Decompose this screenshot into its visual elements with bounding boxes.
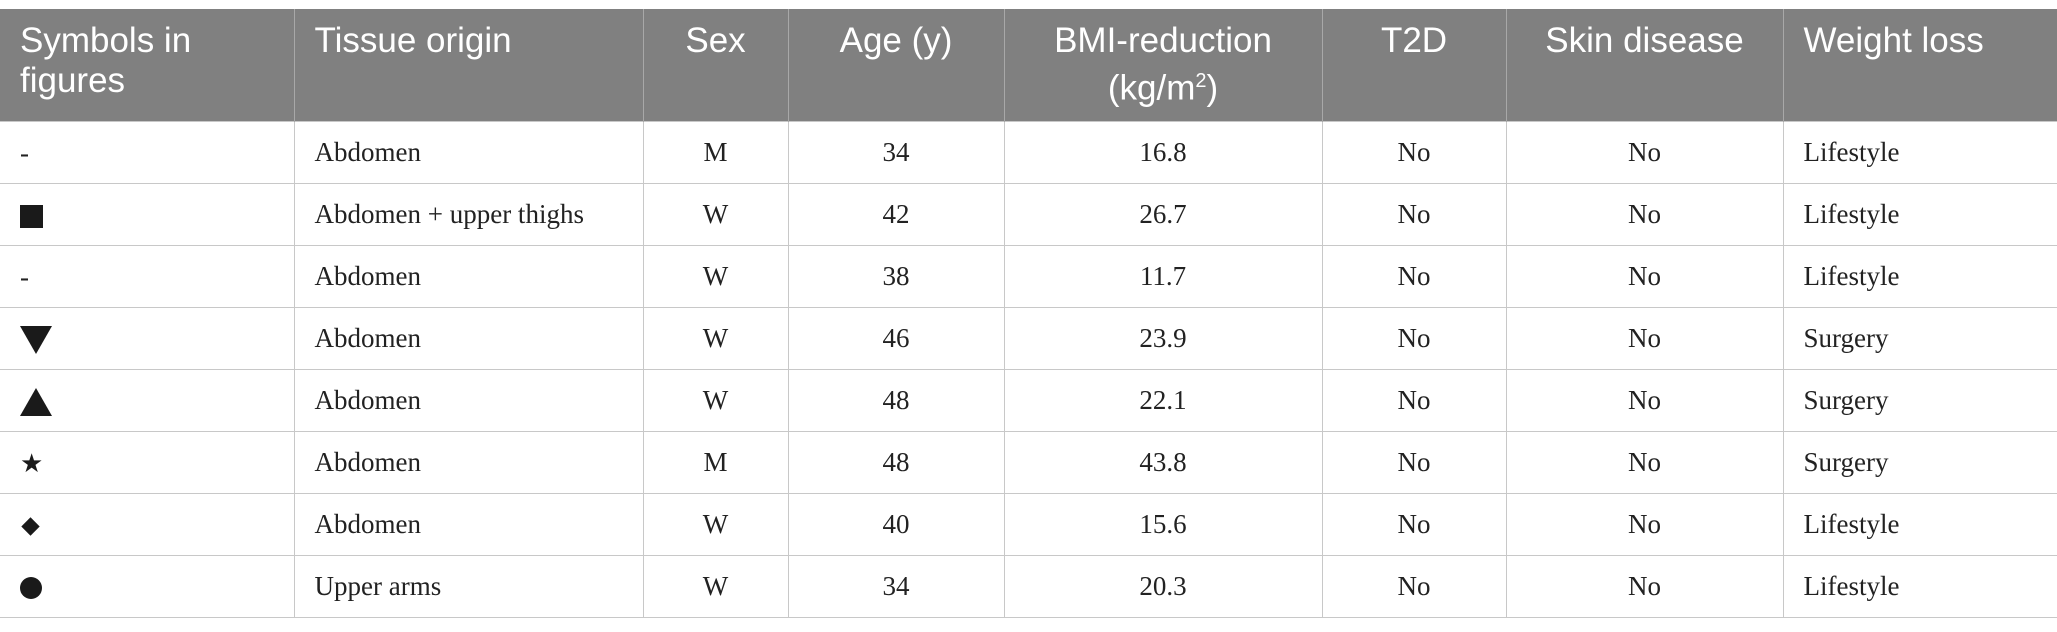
table-row: - Abdomen M 34 16.8 No No Lifestyle	[0, 120, 2057, 184]
t2d-cell: No	[1321, 554, 1507, 618]
bmi-reduction-cell: 11.7	[1003, 244, 1323, 308]
t2d-cell: No	[1321, 368, 1507, 432]
symbol-cell	[0, 492, 295, 556]
bmi-reduction-cell: 16.8	[1003, 120, 1323, 184]
sex-cell: M	[642, 430, 789, 494]
skin-disease-cell: No	[1505, 120, 1784, 184]
tissue-origin-cell: Abdomen	[293, 492, 644, 556]
patient-table: Symbols in figures Tissue origin Sex Age…	[0, 9, 2057, 618]
skin-disease-cell: No	[1505, 244, 1784, 308]
table-row: Abdomen W 40 15.6 No No Lifestyle	[0, 492, 2057, 556]
skin-disease-cell: No	[1505, 368, 1784, 432]
sex-cell: W	[642, 492, 789, 556]
weight-loss-cell: Surgery	[1782, 368, 2057, 432]
tissue-origin-cell: Abdomen	[293, 120, 644, 184]
header-row: Symbols in figures Tissue origin Sex Age…	[0, 9, 2057, 122]
age-cell: 40	[787, 492, 1005, 556]
sex-cell: W	[642, 554, 789, 618]
weight-loss-cell: Lifestyle	[1782, 120, 2057, 184]
skin-disease-cell: No	[1505, 182, 1784, 246]
header-weight-loss: Weight loss	[1782, 9, 2057, 122]
filled-diamond-icon	[21, 517, 40, 536]
header-symbols: Symbols in figures	[0, 9, 295, 122]
symbol-cell	[0, 368, 295, 432]
table-row: Abdomen W 46 23.9 No No Surgery	[0, 306, 2057, 370]
weight-loss-cell: Surgery	[1782, 306, 2057, 370]
skin-disease-cell: No	[1505, 492, 1784, 556]
tissue-origin-cell: Abdomen + upper thighs	[293, 182, 644, 246]
t2d-cell: No	[1321, 306, 1507, 370]
header-bmi-reduction: BMI-reduction (kg/m2)	[1003, 9, 1323, 122]
header-age: Age (y)	[787, 9, 1005, 122]
dash-icon: -	[20, 137, 29, 168]
sex-cell: M	[642, 120, 789, 184]
symbol-cell: -	[0, 244, 295, 308]
header-bmi-unit-suffix: )	[1206, 68, 1219, 108]
table-row: Upper arms W 34 20.3 No No Lifestyle	[0, 554, 2057, 618]
symbol-cell	[0, 554, 295, 618]
age-cell: 46	[787, 306, 1005, 370]
header-bmi-unit-sup: 2	[1195, 70, 1207, 92]
table-row: Abdomen + upper thighs W 42 26.7 No No Lifesty…	[0, 182, 2057, 246]
tissue-origin-cell: Upper arms	[293, 554, 644, 618]
bmi-reduction-cell: 43.8	[1003, 430, 1323, 494]
tissue-origin-cell: Abdomen	[293, 430, 644, 494]
symbol-cell	[0, 182, 295, 246]
tissue-origin-cell: Abdomen	[293, 368, 644, 432]
table-body: - Abdomen M 34 16.8 No No Lifestyle Abdomen + up…	[0, 120, 2057, 618]
age-cell: 48	[787, 430, 1005, 494]
tissue-origin-cell: Abdomen	[293, 244, 644, 308]
age-cell: 38	[787, 244, 1005, 308]
age-cell: 42	[787, 182, 1005, 246]
header-tissue-origin: Tissue origin	[293, 9, 644, 122]
t2d-cell: No	[1321, 182, 1507, 246]
bmi-reduction-cell: 26.7	[1003, 182, 1323, 246]
weight-loss-cell: Lifestyle	[1782, 182, 2057, 246]
symbol-cell	[0, 306, 295, 370]
bmi-reduction-cell: 15.6	[1003, 492, 1323, 556]
header-bmi-label: BMI-reduction	[1054, 21, 1272, 60]
symbol-cell: -	[0, 120, 295, 184]
filled-circle-icon	[20, 577, 42, 600]
dash-icon: -	[20, 261, 29, 292]
skin-disease-cell: No	[1505, 306, 1784, 370]
t2d-cell: No	[1321, 120, 1507, 184]
age-cell: 48	[787, 368, 1005, 432]
sex-cell: W	[642, 182, 789, 246]
weight-loss-cell: Lifestyle	[1782, 244, 2057, 308]
filled-triangle-up-icon	[20, 388, 52, 417]
table-row: ★ Abdomen M 48 43.8 No No Surgery	[0, 430, 2057, 494]
skin-disease-cell: No	[1505, 430, 1784, 494]
weight-loss-cell: Lifestyle	[1782, 554, 2057, 618]
sex-cell: W	[642, 244, 789, 308]
sex-cell: W	[642, 306, 789, 370]
symbol-cell: ★	[0, 430, 295, 494]
age-cell: 34	[787, 554, 1005, 618]
filled-star-icon: ★	[20, 449, 44, 480]
header-sex: Sex	[642, 9, 789, 122]
table-row: Abdomen W 48 22.1 No No Surgery	[0, 368, 2057, 432]
sex-cell: W	[642, 368, 789, 432]
bmi-reduction-cell: 22.1	[1003, 368, 1323, 432]
tissue-origin-cell: Abdomen	[293, 306, 644, 370]
t2d-cell: No	[1321, 430, 1507, 494]
weight-loss-cell: Lifestyle	[1782, 492, 2057, 556]
filled-triangle-down-icon	[20, 326, 52, 355]
filled-square-icon	[20, 204, 43, 228]
weight-loss-cell: Surgery	[1782, 430, 2057, 494]
t2d-cell: No	[1321, 244, 1507, 308]
skin-disease-cell: No	[1505, 554, 1784, 618]
age-cell: 34	[787, 120, 1005, 184]
bmi-reduction-cell: 20.3	[1003, 554, 1323, 618]
header-bmi-unit-prefix: (kg/m	[1107, 68, 1196, 108]
table-row: - Abdomen W 38 11.7 No No Lifestyle	[0, 244, 2057, 308]
t2d-cell: No	[1321, 492, 1507, 556]
header-t2d: T2D	[1321, 9, 1507, 122]
header-skin-disease: Skin disease	[1505, 9, 1784, 122]
bmi-reduction-cell: 23.9	[1003, 306, 1323, 370]
